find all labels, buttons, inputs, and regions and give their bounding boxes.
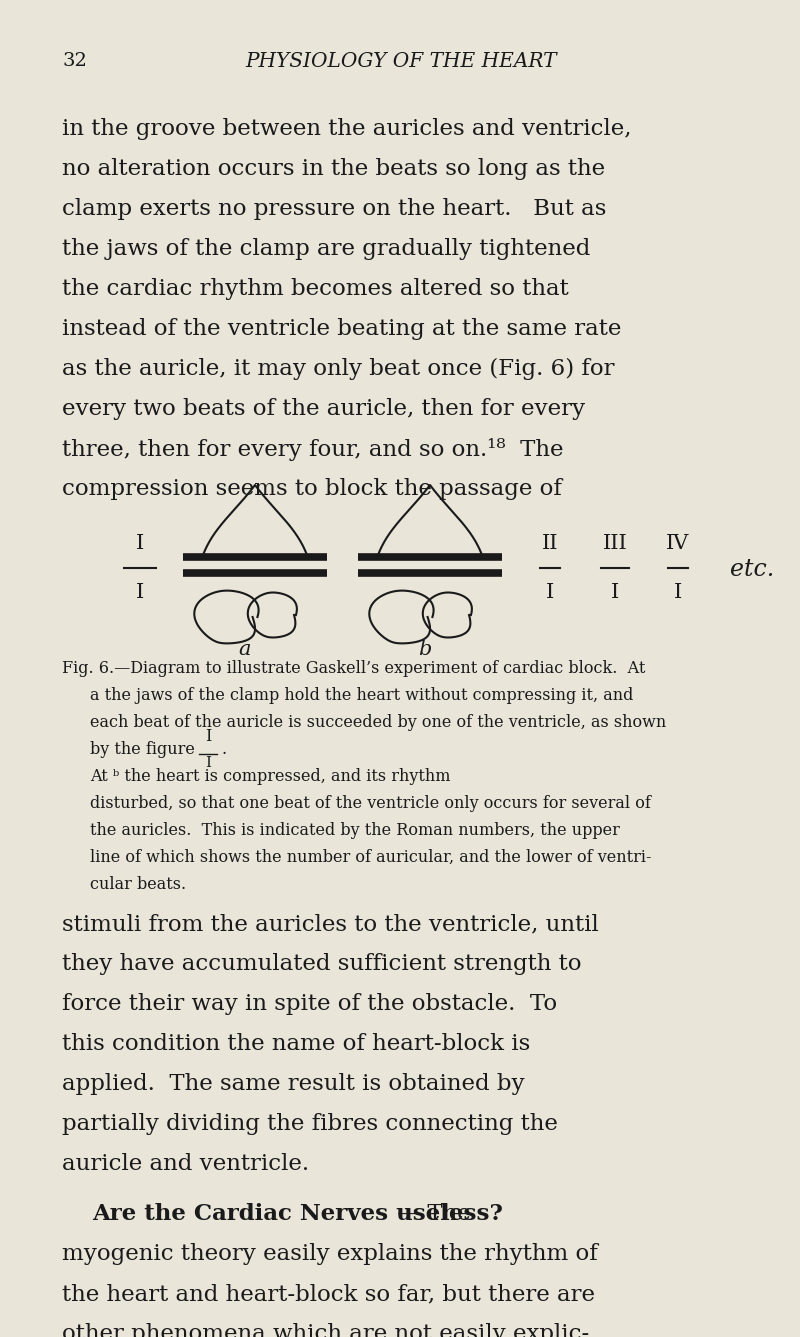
- Text: Fig. 6.—Diagram to illustrate Gaskell’s experiment of cardiac block.  At: Fig. 6.—Diagram to illustrate Gaskell’s …: [62, 660, 646, 677]
- Text: partially dividing the fibres connecting the: partially dividing the fibres connecting…: [62, 1112, 558, 1135]
- Text: each beat of the auricle is succeeded by one of the ventricle, as shown: each beat of the auricle is succeeded by…: [90, 714, 666, 731]
- Text: by the figure: by the figure: [90, 741, 195, 758]
- Text: the auricles.  This is indicated by the Roman numbers, the upper: the auricles. This is indicated by the R…: [90, 822, 620, 840]
- Text: I: I: [205, 729, 211, 745]
- Text: stimuli from the auricles to the ventricle, until: stimuli from the auricles to the ventric…: [62, 913, 598, 935]
- Text: I: I: [611, 583, 619, 602]
- Text: I: I: [136, 533, 144, 554]
- Text: auricle and ventricle.: auricle and ventricle.: [62, 1152, 309, 1175]
- Text: compression seems to block the passage of: compression seems to block the passage o…: [62, 479, 562, 500]
- Text: in the groove between the auricles and ventricle,: in the groove between the auricles and v…: [62, 118, 631, 140]
- Text: At ᵇ the heart is compressed, and its rhythm: At ᵇ the heart is compressed, and its rh…: [90, 767, 450, 785]
- Text: .: .: [222, 741, 238, 758]
- Text: I: I: [136, 583, 144, 602]
- Text: the cardiac rhythm becomes altered so that: the cardiac rhythm becomes altered so th…: [62, 278, 569, 299]
- Text: three, then for every four, and so on.¹⁸  The: three, then for every four, and so on.¹⁸…: [62, 439, 563, 461]
- Text: IV: IV: [666, 533, 690, 554]
- Text: instead of the ventricle beating at the same rate: instead of the ventricle beating at the …: [62, 318, 622, 340]
- Text: this condition the name of heart-block is: this condition the name of heart-block i…: [62, 1034, 530, 1055]
- Text: II: II: [542, 533, 558, 554]
- Text: 32: 32: [62, 52, 87, 70]
- Text: myogenic theory easily explains the rhythm of: myogenic theory easily explains the rhyt…: [62, 1243, 598, 1265]
- Text: as the auricle, it may only beat once (Fig. 6) for: as the auricle, it may only beat once (F…: [62, 358, 614, 380]
- Text: Are the Cardiac Nerves useless?: Are the Cardiac Nerves useless?: [92, 1203, 503, 1225]
- Text: — The: — The: [390, 1203, 470, 1225]
- Text: a: a: [238, 640, 251, 659]
- Text: no alteration occurs in the beats so long as the: no alteration occurs in the beats so lon…: [62, 158, 605, 180]
- Text: b: b: [418, 640, 432, 659]
- Text: I: I: [546, 583, 554, 602]
- Text: I: I: [205, 755, 211, 770]
- Text: applied.  The same result is obtained by: applied. The same result is obtained by: [62, 1074, 525, 1095]
- Text: etc.: etc.: [730, 558, 774, 580]
- Text: PHYSIOLOGY OF THE HEART: PHYSIOLOGY OF THE HEART: [246, 52, 557, 71]
- Text: clamp exerts no pressure on the heart.   But as: clamp exerts no pressure on the heart. B…: [62, 198, 606, 221]
- Text: force their way in spite of the obstacle.  To: force their way in spite of the obstacle…: [62, 993, 557, 1015]
- Text: disturbed, so that one beat of the ventricle only occurs for several of: disturbed, so that one beat of the ventr…: [90, 796, 651, 812]
- Text: other phenomena which are not easily explic-: other phenomena which are not easily exp…: [62, 1324, 590, 1337]
- Text: the jaws of the clamp are gradually tightened: the jaws of the clamp are gradually tigh…: [62, 238, 590, 259]
- Text: they have accumulated sufficient strength to: they have accumulated sufficient strengt…: [62, 953, 582, 975]
- Text: a the jaws of the clamp hold the heart without compressing it, and: a the jaws of the clamp hold the heart w…: [90, 687, 634, 705]
- Text: III: III: [602, 533, 627, 554]
- Text: line of which shows the number of auricular, and the lower of ventri-: line of which shows the number of auricu…: [90, 849, 651, 866]
- Text: every two beats of the auricle, then for every: every two beats of the auricle, then for…: [62, 398, 585, 420]
- Text: the heart and heart-block so far, but there are: the heart and heart-block so far, but th…: [62, 1284, 595, 1305]
- Text: cular beats.: cular beats.: [90, 876, 186, 893]
- Text: I: I: [674, 583, 682, 602]
